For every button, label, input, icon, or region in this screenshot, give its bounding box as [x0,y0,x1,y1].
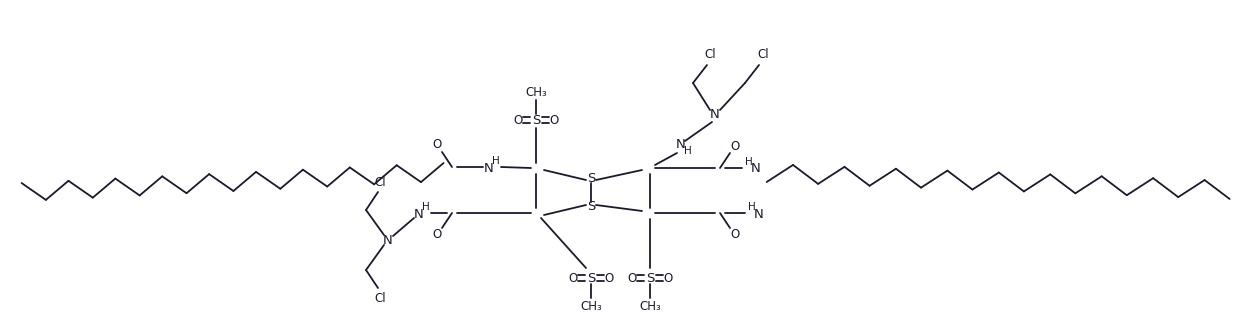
Text: CH₃: CH₃ [525,85,547,98]
Text: S: S [532,114,540,126]
Text: O: O [627,271,636,285]
Text: Cl: Cl [757,48,769,61]
Text: H: H [749,202,756,212]
Text: Cl: Cl [704,48,716,61]
Text: N: N [383,234,393,247]
Text: H: H [745,157,752,167]
Text: N: N [485,162,493,174]
Text: Cl: Cl [374,292,386,304]
Text: S: S [587,201,595,213]
Text: O: O [432,228,442,242]
Text: N: N [754,208,764,220]
Text: O: O [664,271,672,285]
Text: O: O [568,271,577,285]
Text: O: O [550,114,558,126]
Text: CH₃: CH₃ [639,299,661,312]
Text: O: O [730,228,740,242]
Text: O: O [513,114,522,126]
Text: H: H [684,146,692,156]
Text: Cl: Cl [374,175,386,188]
Text: H: H [492,156,500,166]
Text: O: O [605,271,613,285]
Text: S: S [587,171,595,184]
Text: S: S [646,271,655,285]
Text: N: N [676,138,686,152]
Text: S: S [587,271,595,285]
Text: H: H [422,202,429,212]
Text: CH₃: CH₃ [580,299,602,312]
Text: O: O [432,138,442,152]
Text: N: N [751,163,761,175]
Text: O: O [730,139,740,153]
Text: N: N [710,109,720,122]
Text: N: N [414,208,424,220]
